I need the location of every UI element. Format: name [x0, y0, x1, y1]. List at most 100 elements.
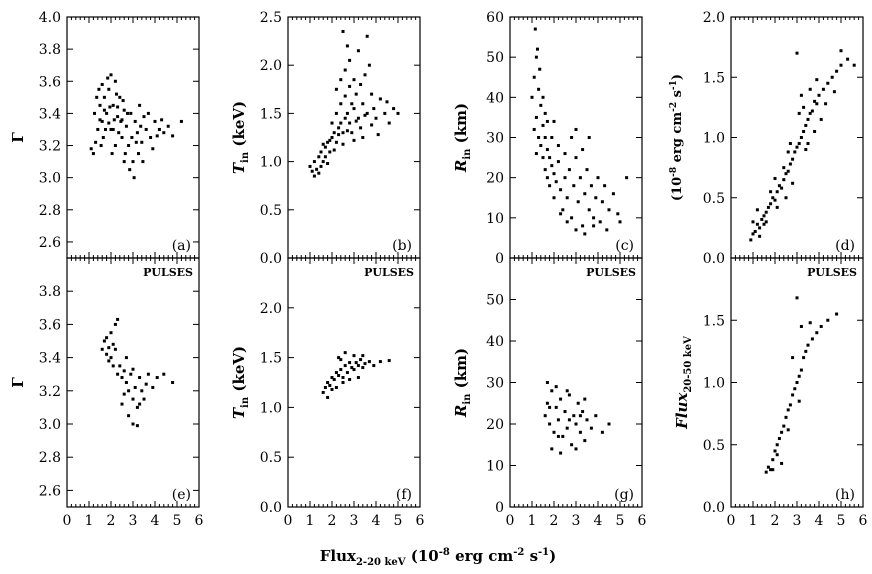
panel-e-xtick-label: 4 [151, 513, 160, 529]
panel-h-point [775, 443, 779, 447]
panel-b-point [326, 140, 330, 144]
panel-c-point [534, 55, 538, 59]
panel-h-point [780, 461, 784, 465]
panel-d: 0.0 0.5 1.0 1.5 2.0 (d) (10-8 erg cm-2 s-1) [669, 10, 864, 267]
panel-b-point [315, 167, 319, 171]
panel-b-point [343, 68, 347, 72]
panel-a-point [112, 118, 116, 122]
panel-g-point [550, 389, 554, 393]
panel-a-point [133, 119, 137, 123]
panel-f-point [348, 378, 352, 382]
panel-a-point [123, 152, 127, 156]
panel-c-point [537, 87, 541, 91]
panel-c-point [583, 232, 587, 236]
panel-c-point [556, 160, 560, 164]
panel-e-ytick-label: 3.6 [39, 317, 61, 333]
panel-h-point [771, 458, 775, 462]
panel-d-point [791, 157, 795, 161]
panel-e-point [131, 397, 135, 401]
panel-h-point [799, 324, 803, 328]
panel-e-point [129, 372, 133, 376]
panel-f-point [352, 354, 356, 358]
panel-g-point [578, 430, 582, 434]
panel-e-xtick-label: 5 [173, 513, 182, 529]
panel-c-frame [509, 16, 643, 259]
panel-h-point [791, 356, 795, 360]
panel-e-xtick-label: 1 [85, 513, 94, 529]
panel-e-point [127, 414, 131, 418]
panel-e-xtick-label: 0 [63, 513, 72, 529]
panel-h-point [819, 324, 823, 328]
panel-f-xtick-label: 4 [372, 513, 381, 529]
panel-b-point [321, 142, 325, 146]
panel-f-point [363, 362, 367, 366]
panel-b-point [341, 142, 345, 146]
panel-d-point [771, 196, 775, 200]
panel-g-point [563, 410, 567, 414]
panel-h-xtick-label: 5 [837, 513, 846, 529]
panel-d-point [784, 196, 788, 200]
panel-a-point [113, 144, 117, 148]
panel-f-point [359, 358, 363, 362]
panel-f-point [361, 366, 365, 370]
panel-d-point [784, 172, 788, 176]
panel-f-point [339, 358, 343, 362]
panel-h-xtick-label: 4 [815, 513, 824, 529]
panel-a-point [130, 136, 134, 139]
panel-h-ytick-label: 1.5 [703, 313, 725, 329]
panel-a-point [160, 118, 164, 122]
panel-d-point [764, 210, 768, 214]
panel-b-point [323, 155, 327, 159]
panel-c-point [539, 103, 543, 107]
panel-d-point [775, 205, 779, 209]
panel-h-point [802, 356, 806, 360]
panel-e-point [105, 336, 109, 340]
panel-e-point [116, 317, 120, 321]
panel-e-point [116, 372, 120, 376]
panel-d-ytick-label: 2.0 [703, 10, 725, 26]
panel-f-point [326, 395, 330, 399]
panel-a: 2.6 2.8 3.0 3.2 3.4 3.6 3.8 4.0 (a) Γ [9, 10, 200, 259]
panel-d-point [762, 214, 766, 218]
panel-h-xtick-label: 3 [793, 513, 802, 529]
panel-c-point [545, 148, 549, 152]
panel-g-ytick-label: 0 [495, 500, 504, 516]
panel-e-point [131, 422, 135, 426]
panel-f-point [330, 387, 334, 391]
panel-f-point [356, 364, 360, 368]
panel-a-point [105, 111, 109, 115]
panel-a-point [151, 147, 155, 151]
panel-a-point [149, 136, 153, 139]
panel-b-point [317, 171, 321, 175]
panel-b-point [361, 102, 365, 106]
panel-b-point [328, 138, 332, 142]
panel-a-ytick-label: 3.2 [39, 139, 61, 155]
panel-a-point [121, 99, 125, 103]
panel-d-point [813, 129, 817, 133]
panel-e-ytick-label: 3.4 [39, 351, 61, 367]
xlabel-sub: 2-20 keV [356, 557, 406, 568]
panel-b-point [356, 116, 360, 120]
panel-c-point [550, 164, 554, 168]
panel-a-point [153, 119, 157, 123]
panel-b-point [378, 97, 382, 101]
panel-d-point [810, 109, 814, 113]
panel-c-point [587, 136, 591, 139]
panel-e-point [131, 367, 135, 371]
panel-a-point [104, 127, 107, 131]
panel-h-xtick-label: 0 [727, 513, 736, 529]
panel-h-xtick-label: 2 [771, 513, 780, 529]
panel-b-point [312, 160, 316, 164]
panel-h-point [835, 312, 839, 316]
ylabel-sub: 20-50 keV [683, 336, 694, 393]
panel-h-pulses-label: PULSES [807, 266, 857, 279]
panel-c-point [543, 136, 547, 139]
panel-h-point [788, 403, 792, 407]
panel-d-point [804, 123, 808, 127]
panel-b-ytick-label: 0.0 [260, 251, 282, 267]
panel-d-point [813, 99, 817, 103]
panel-d-point [821, 87, 825, 91]
panel-f-point [337, 374, 341, 378]
panel-g-point [607, 422, 611, 426]
